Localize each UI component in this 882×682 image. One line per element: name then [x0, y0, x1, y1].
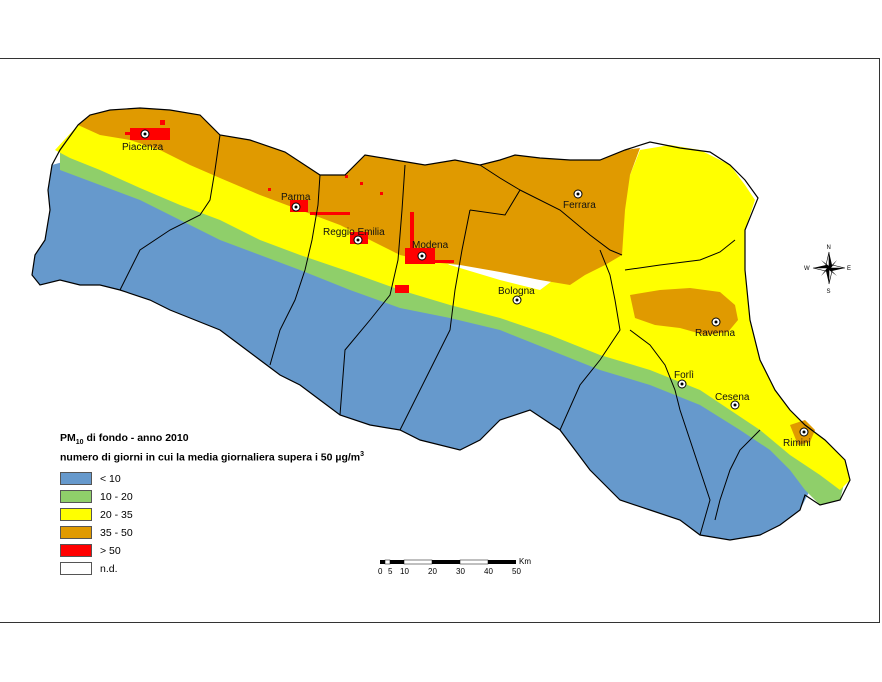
legend-swatch [60, 490, 92, 504]
city-bologna: Bologna [498, 286, 535, 305]
city-rimini: Rimini [783, 427, 811, 449]
legend-row: 20 - 35 [60, 506, 400, 524]
city-label-ravenna: Ravenna [695, 328, 735, 339]
legend-swatch [60, 472, 92, 486]
zone-35-50-ravenna [630, 288, 738, 335]
scale-tick: 50 [512, 567, 521, 576]
compass-rose-icon: N S E W [804, 245, 851, 295]
scale-unit: Km [519, 558, 531, 566]
scale-tick: 30 [456, 567, 465, 576]
city-parma: Parma [281, 192, 311, 212]
legend-swatch [60, 526, 92, 540]
city-label-piacenza: Piacenza [122, 142, 164, 153]
zone-20-35 [55, 125, 850, 490]
map-frame [0, 58, 880, 623]
city-ravenna: Ravenna [695, 317, 735, 339]
legend-row: > 50 [60, 542, 400, 560]
region-outline [31, 107, 851, 541]
legend-swatch [60, 562, 92, 576]
city-modena: Modena [412, 240, 449, 261]
province-borders [119, 134, 761, 536]
legend-subtitle: numero di giorni in cui la media giornal… [60, 451, 365, 464]
zone-10-20 [60, 150, 845, 505]
city-forli: Forlì [674, 370, 694, 389]
compass-w: W [804, 266, 810, 272]
legend-row: n.d. [60, 560, 400, 578]
legend-row: < 10 [60, 470, 400, 488]
compass-n: N [827, 245, 831, 251]
map-legend: PM10 di fondo - anno 2010 numero di gior… [60, 432, 400, 578]
legend-swatch [60, 508, 92, 522]
city-label-rimini: Rimini [783, 438, 811, 449]
legend-row: 35 - 50 [60, 524, 400, 542]
city-markers: Piacenza Parma Reggio Emilia Modena Bolo… [122, 129, 811, 449]
city-label-parma: Parma [281, 192, 311, 203]
zone-35-50 [78, 108, 640, 285]
city-cesena: Cesena [715, 392, 750, 410]
compass-s: S [827, 289, 831, 295]
city-reggio-emilia: Reggio Emilia [323, 227, 385, 245]
city-label-modena: Modena [412, 240, 449, 251]
legend-swatch [60, 544, 92, 558]
city-ferrara: Ferrara [563, 189, 596, 211]
city-label-ferrara: Ferrara [563, 200, 596, 211]
scale-tick: 20 [428, 567, 437, 576]
legend-title: PM10 di fondo - anno 2010 [60, 432, 189, 447]
city-label-cesena: Cesena [715, 392, 750, 403]
compass-e: E [847, 266, 851, 272]
scale-tick: 5 [388, 567, 393, 576]
scale-tick: 10 [400, 567, 409, 576]
city-label-forli: Forlì [674, 370, 694, 381]
zone-lt10 [32, 160, 810, 540]
scale-tick: 40 [484, 567, 493, 576]
scale-tick: 0 [378, 567, 383, 576]
legend-row: 10 - 20 [60, 488, 400, 506]
city-piacenza: Piacenza [122, 129, 164, 153]
city-label-reggio-emilia: Reggio Emilia [323, 227, 385, 238]
scale-bar: Km 0 5 10 20 30 40 50 [378, 558, 531, 576]
city-label-bologna: Bologna [498, 286, 535, 297]
